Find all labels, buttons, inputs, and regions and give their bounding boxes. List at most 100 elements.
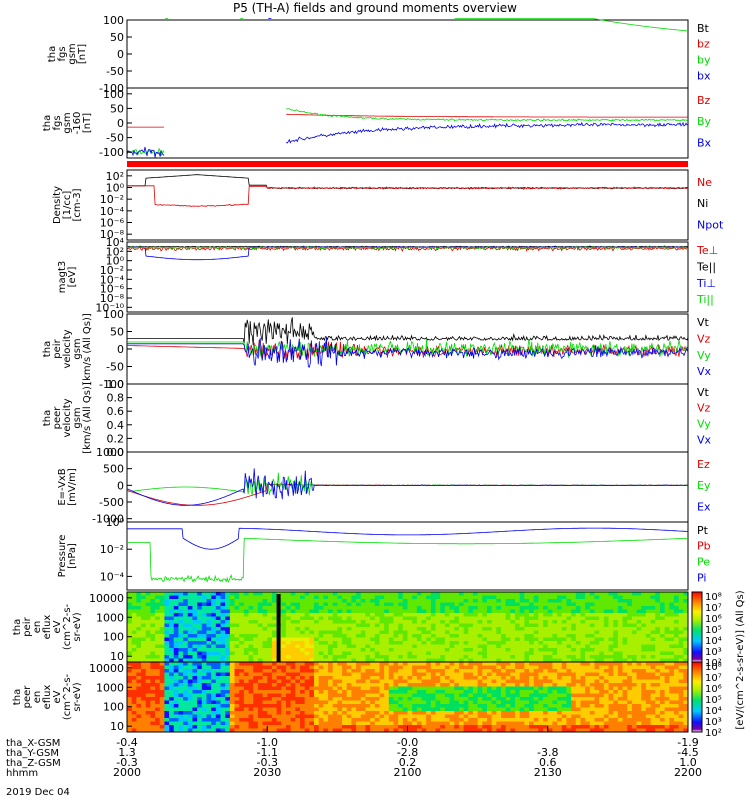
heatmap-cell: [197, 651, 203, 656]
heatmap-cell: [192, 711, 198, 715]
heatmap-cell: [136, 634, 142, 638]
heatmap-cell: [580, 630, 586, 635]
heatmap-cell: [683, 700, 689, 705]
heatmap-cell: [183, 721, 189, 726]
heatmap-cell: [318, 690, 324, 694]
heatmap-cell: [290, 641, 296, 645]
heatmap-cell: [416, 700, 422, 705]
heatmap-cell: [533, 665, 539, 670]
heatmap-cell: [538, 609, 544, 614]
heatmap-cell: [561, 637, 567, 642]
heatmap-cell: [379, 693, 385, 698]
heatmap-cell: [515, 630, 521, 635]
heatmap-cell: [197, 693, 203, 698]
heatmap-cell: [510, 627, 516, 631]
heatmap-cell: [304, 599, 310, 603]
heatmap-cell: [617, 679, 623, 684]
heatmap-cell: [421, 665, 427, 670]
heatmap-cell: [627, 725, 633, 729]
heatmap-cell: [267, 623, 273, 628]
heatmap-cell: [402, 655, 408, 659]
heatmap-cell: [346, 679, 352, 684]
heatmap-cell: [412, 655, 418, 659]
heatmap-cell: [589, 665, 595, 670]
heatmap-cell: [304, 662, 310, 666]
heatmap-cell: [412, 620, 418, 624]
heatmap-cell: [655, 630, 661, 635]
heatmap-cell: [547, 728, 553, 733]
heatmap-cell: [589, 683, 595, 687]
heatmap-cell: [159, 700, 165, 705]
heatmap-cell: [290, 697, 296, 701]
heatmap-cell: [426, 595, 432, 600]
heatmap-cell: [454, 627, 460, 631]
heatmap-cell: [603, 616, 609, 621]
heatmap-cell: [243, 651, 249, 656]
heatmap-cell: [524, 683, 530, 687]
heatmap-cell: [636, 648, 642, 652]
heatmap-cell: [412, 599, 418, 603]
heatmap-cell: [304, 718, 310, 722]
heatmap-cell: [585, 662, 591, 666]
heatmap-cell: [220, 637, 226, 642]
heatmap-cell: [206, 718, 212, 722]
heatmap-cell: [304, 655, 310, 659]
heatmap-cell: [384, 602, 390, 607]
heatmap-cell: [285, 686, 292, 691]
heatmap-cell: [318, 623, 324, 628]
heatmap-cell: [543, 725, 549, 729]
heatmap-cell: [285, 662, 292, 666]
heatmap-cell: [440, 711, 446, 715]
heatmap-cell: [519, 662, 525, 666]
heatmap-cell: [645, 697, 651, 701]
heatmap-cell: [253, 686, 259, 691]
heatmap-cell: [271, 616, 277, 621]
heatmap-cell: [356, 718, 362, 722]
heatmap-cell: [271, 637, 277, 642]
heatmap-cell: [552, 676, 558, 680]
heatmap-cell: [164, 641, 170, 645]
heatmap-cell: [201, 651, 207, 656]
heatmap-cell: [234, 648, 240, 652]
heatmap-cell: [323, 704, 329, 708]
heatmap-cell: [412, 704, 418, 708]
heatmap-cell: [314, 686, 320, 691]
heatmap-cell: [589, 672, 595, 677]
heatmap-cell: [533, 609, 539, 614]
heatmap-cell: [416, 655, 422, 659]
heatmap-cell: [393, 592, 399, 596]
heatmap-cell: [613, 630, 619, 635]
heatmap-cell: [262, 630, 268, 635]
heatmap-cell: [655, 676, 661, 680]
heatmap-cell: [636, 595, 642, 600]
heatmap-cell: [594, 718, 600, 722]
heatmap-cell: [346, 669, 352, 673]
heatmap-cell: [356, 704, 362, 708]
heatmap-cell: [398, 651, 404, 656]
heatmap-cell: [136, 700, 142, 705]
y-axis-label: gsm: [67, 43, 78, 64]
heatmap-cell: [678, 634, 684, 638]
heatmap-cell: [262, 725, 268, 729]
heatmap-cell: [645, 627, 651, 631]
heatmap-cell: [664, 707, 670, 712]
heatmap-cell: [608, 683, 614, 687]
heatmap-cell: [407, 697, 413, 701]
heatmap-cell: [360, 592, 366, 596]
heatmap-cell: [183, 613, 189, 617]
heatmap-cell: [515, 693, 521, 698]
heatmap-cell: [178, 620, 184, 624]
heatmap-cell: [472, 693, 479, 698]
heatmap-cell: [323, 595, 329, 600]
heatmap-cell: [290, 704, 296, 708]
heatmap-cell: [416, 711, 422, 715]
heatmap-cell: [248, 707, 254, 712]
heatmap-cell: [561, 602, 567, 607]
heatmap-cell: [543, 609, 549, 614]
heatmap-cell: [603, 627, 609, 631]
heatmap-cell: [673, 725, 680, 729]
heatmap-cell: [659, 592, 666, 596]
heatmap-cell: [655, 651, 661, 656]
heatmap-cell: [127, 693, 133, 698]
